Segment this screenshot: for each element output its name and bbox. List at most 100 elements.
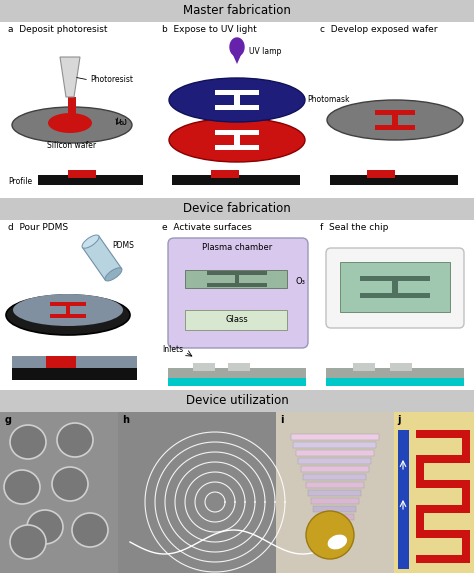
Bar xyxy=(367,170,395,178)
Bar xyxy=(462,438,470,455)
Bar xyxy=(416,505,470,513)
Bar xyxy=(462,538,470,555)
Bar xyxy=(172,175,300,185)
Text: e  Activate surfaces: e Activate surfaces xyxy=(162,223,252,233)
Bar xyxy=(50,302,86,306)
Ellipse shape xyxy=(306,511,354,559)
Bar xyxy=(168,368,306,378)
Ellipse shape xyxy=(4,470,40,504)
Text: d  Pour PDMS: d Pour PDMS xyxy=(8,223,68,233)
Bar xyxy=(330,175,458,185)
Bar xyxy=(118,412,276,573)
Bar xyxy=(12,356,137,368)
Text: PDMS: PDMS xyxy=(112,241,134,249)
Bar xyxy=(185,310,287,330)
Bar xyxy=(394,412,474,573)
Text: Device fabrication: Device fabrication xyxy=(183,202,291,215)
Bar xyxy=(326,368,464,378)
Text: Device utilization: Device utilization xyxy=(186,394,288,407)
Text: Silicon wafer: Silicon wafer xyxy=(47,140,97,150)
Ellipse shape xyxy=(328,535,347,550)
Bar xyxy=(375,110,415,115)
Bar xyxy=(303,474,366,480)
Text: Profile: Profile xyxy=(8,178,32,186)
Text: Plasma chamber: Plasma chamber xyxy=(202,244,272,253)
Bar xyxy=(215,130,259,135)
Bar xyxy=(291,434,379,440)
Bar xyxy=(38,175,143,185)
Ellipse shape xyxy=(13,294,123,326)
Ellipse shape xyxy=(48,113,92,133)
Bar xyxy=(234,90,240,110)
Bar xyxy=(323,538,346,544)
Bar xyxy=(360,276,430,281)
Bar xyxy=(234,130,240,150)
Ellipse shape xyxy=(10,425,46,459)
Bar xyxy=(235,271,239,287)
Bar xyxy=(392,110,398,130)
Bar xyxy=(68,97,76,123)
Ellipse shape xyxy=(82,235,99,248)
Bar xyxy=(211,170,239,178)
Text: O₃: O₃ xyxy=(296,277,306,286)
Bar xyxy=(0,390,474,391)
Bar xyxy=(185,270,287,288)
Text: f  Seal the chip: f Seal the chip xyxy=(320,223,388,233)
Bar xyxy=(50,314,86,318)
Text: Photomask: Photomask xyxy=(307,96,349,104)
Bar xyxy=(390,363,412,371)
Polygon shape xyxy=(230,38,244,56)
Ellipse shape xyxy=(327,100,463,140)
Bar xyxy=(293,442,376,448)
Bar xyxy=(313,506,356,512)
Text: i: i xyxy=(280,415,283,425)
Bar xyxy=(276,412,394,573)
Bar xyxy=(46,356,76,368)
Bar xyxy=(316,514,354,520)
FancyBboxPatch shape xyxy=(326,248,464,328)
Bar xyxy=(360,293,430,298)
Bar xyxy=(326,378,464,386)
Bar xyxy=(416,530,470,538)
Bar xyxy=(416,513,424,530)
Text: a  Deposit photoresist: a Deposit photoresist xyxy=(8,26,108,34)
Bar xyxy=(193,363,215,371)
Text: g: g xyxy=(5,415,12,425)
Bar xyxy=(12,368,137,380)
Bar xyxy=(65,302,71,318)
Ellipse shape xyxy=(169,78,305,122)
Bar xyxy=(375,125,415,130)
Text: j: j xyxy=(397,415,401,425)
Bar xyxy=(0,198,474,199)
Bar xyxy=(215,90,259,95)
Ellipse shape xyxy=(12,107,132,143)
Bar xyxy=(462,488,470,505)
Bar xyxy=(321,530,349,536)
Polygon shape xyxy=(60,57,80,97)
Text: h: h xyxy=(122,415,129,425)
Bar xyxy=(416,430,470,438)
Bar xyxy=(416,480,470,488)
Bar xyxy=(0,198,474,220)
Bar xyxy=(0,0,474,22)
Bar xyxy=(301,466,369,472)
Bar xyxy=(68,170,96,178)
Bar xyxy=(416,463,424,480)
Ellipse shape xyxy=(169,118,305,162)
Bar xyxy=(215,145,259,150)
Text: ω: ω xyxy=(118,117,126,127)
Ellipse shape xyxy=(27,510,63,544)
Bar xyxy=(207,283,267,287)
Ellipse shape xyxy=(105,268,122,281)
Bar xyxy=(416,555,470,563)
Ellipse shape xyxy=(10,525,46,559)
Ellipse shape xyxy=(57,423,93,457)
Bar xyxy=(319,522,352,528)
Text: Glass: Glass xyxy=(226,316,248,324)
FancyBboxPatch shape xyxy=(168,238,308,348)
Bar xyxy=(392,276,398,298)
Bar xyxy=(299,458,372,464)
Bar xyxy=(296,450,374,456)
Text: c  Develop exposed wafer: c Develop exposed wafer xyxy=(320,26,438,34)
Bar xyxy=(309,490,362,496)
